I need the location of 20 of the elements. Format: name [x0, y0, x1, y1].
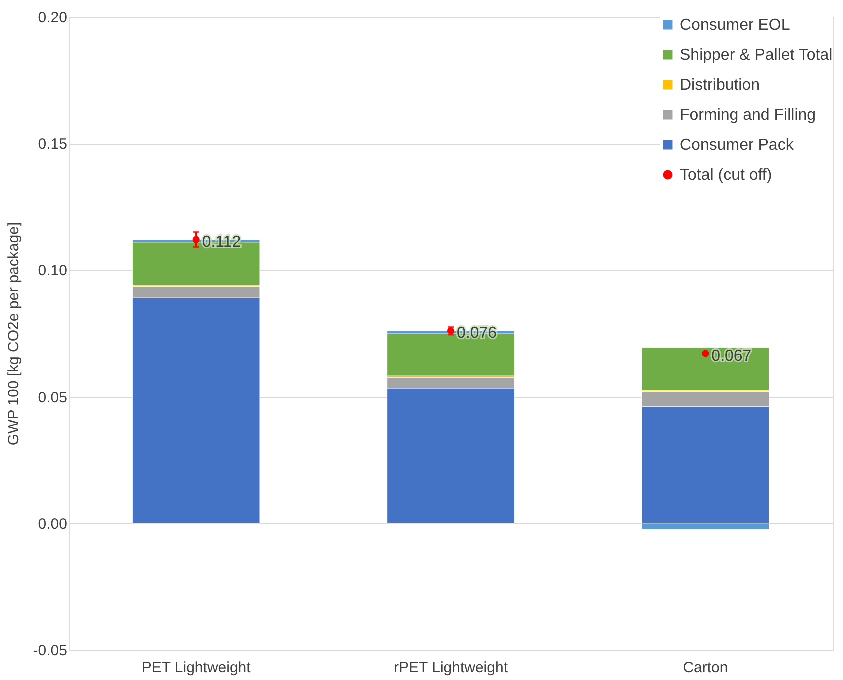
data-label: 0.067 — [712, 348, 752, 365]
y-tick-label: 0.05 — [38, 389, 68, 406]
point — [702, 350, 710, 358]
y-tick-label: 0.20 — [38, 10, 68, 26]
legend-label: Consumer EOL — [680, 17, 790, 34]
point — [192, 236, 200, 244]
legend-label: Forming and Filling — [680, 107, 816, 124]
y-tick-label: 0.15 — [38, 136, 68, 154]
y-tick-label: 0.00 — [38, 516, 68, 533]
data-label: 0.076 — [457, 324, 498, 342]
legend-label: Shipper & Pallet Total — [680, 47, 833, 64]
x-tick-label: Carton — [683, 660, 728, 676]
y-tick-label: -0.05 — [33, 642, 68, 660]
x-tick-label: rPET Lightweight — [394, 660, 509, 676]
y-tick-label: 0.10 — [38, 262, 68, 280]
x-tick-label: PET Lightweight — [142, 660, 252, 676]
legend-label: Distribution — [680, 77, 760, 94]
y-axis-title: GWP 100 [kg CO2e per package] — [5, 222, 22, 446]
legend-label: Total (cut off) — [680, 167, 772, 184]
legend-label: Consumer Pack — [680, 137, 795, 154]
